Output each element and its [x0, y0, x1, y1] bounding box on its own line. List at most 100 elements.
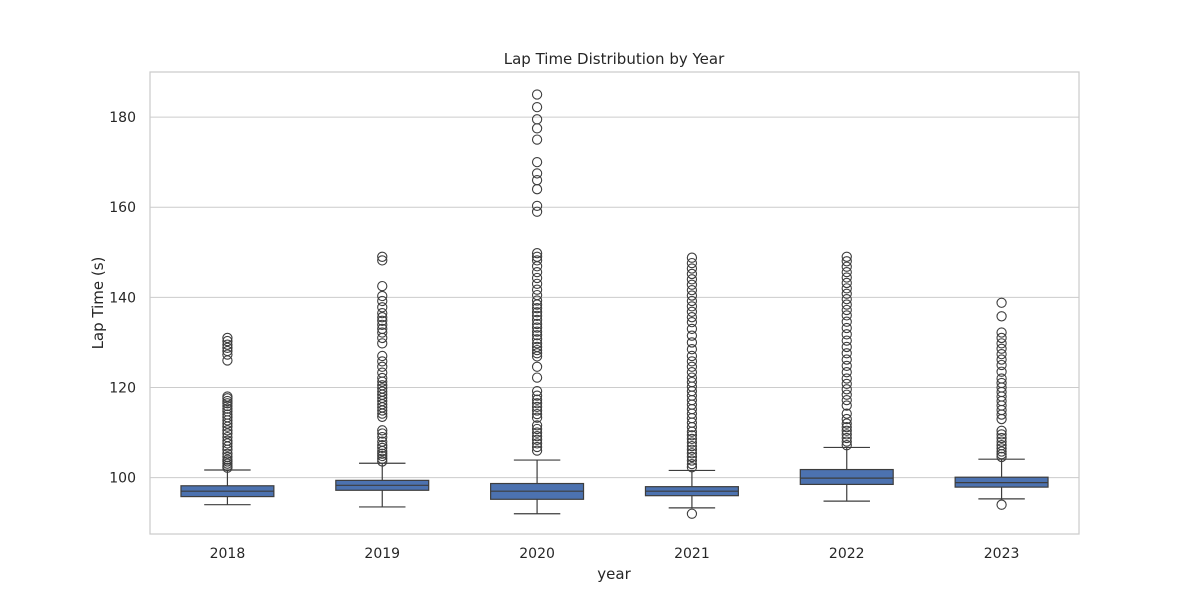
outlier-point — [222, 451, 233, 463]
outlier-point — [531, 307, 543, 318]
outlier-point — [531, 427, 543, 438]
outlier-point — [531, 156, 543, 168]
outlier-point — [531, 330, 543, 341]
outlier-point — [996, 432, 1007, 444]
outlier-point — [996, 338, 1007, 349]
outlier-point — [531, 272, 543, 284]
outlier-point — [686, 440, 698, 452]
outlier-point — [686, 508, 698, 519]
outlier-point — [531, 405, 543, 416]
outlier-point — [222, 438, 233, 449]
outlier-point — [686, 448, 698, 459]
outlier-point — [996, 311, 1007, 322]
outlier-point — [996, 429, 1007, 440]
outlier-point — [377, 448, 388, 459]
outlier-point — [841, 348, 852, 359]
outlier-point — [531, 114, 543, 125]
outlier-point — [841, 354, 852, 365]
outlier-point — [841, 389, 852, 400]
box-2023 — [954, 297, 1049, 510]
outlier-point — [841, 266, 852, 278]
outlier-point — [377, 440, 388, 451]
outlier-point — [222, 406, 233, 417]
outlier-point — [686, 350, 698, 362]
outlier-point — [996, 499, 1007, 510]
outlier-point — [841, 418, 852, 429]
outlier-point — [686, 367, 698, 378]
outlier-point — [531, 303, 543, 314]
outlier-point — [222, 412, 233, 423]
outlier-point — [531, 408, 543, 420]
outlier-point — [841, 256, 852, 267]
y-tick-label: 100 — [109, 471, 136, 487]
outlier-point — [531, 200, 543, 212]
outlier-point — [686, 257, 698, 269]
outlier-point — [841, 304, 852, 316]
outlier-point — [222, 454, 233, 465]
outlier-point — [377, 295, 388, 307]
outlier-point — [222, 425, 233, 436]
outlier-point — [531, 102, 543, 113]
outlier-point — [841, 322, 852, 334]
x-axis-label: year — [597, 565, 631, 583]
outlier-point — [686, 279, 698, 290]
outlier-point — [222, 431, 233, 443]
outlier-point — [377, 290, 388, 302]
outlier-point — [686, 306, 698, 317]
plot-frame — [149, 71, 1080, 535]
outlier-point — [841, 440, 852, 451]
outlier-point — [841, 422, 852, 433]
outlier-point — [377, 356, 388, 367]
outlier-point — [222, 345, 233, 357]
outlier-point — [222, 409, 233, 420]
outlier-point — [686, 252, 698, 263]
outlier-point — [686, 268, 698, 280]
outlier-point — [377, 251, 388, 262]
outlier-point — [531, 134, 543, 145]
outlier-point — [531, 344, 543, 356]
y-tick-label: 140 — [109, 290, 136, 306]
outlier-point — [996, 451, 1007, 463]
outlier-point — [377, 350, 388, 362]
box-2018 — [180, 332, 275, 506]
outlier-point — [377, 312, 388, 323]
outlier-point — [377, 456, 388, 467]
outlier-point — [841, 329, 852, 340]
outlier-point — [531, 184, 543, 195]
outlier-point — [841, 367, 852, 378]
outlier-point — [531, 423, 543, 435]
outlier-point — [996, 332, 1007, 344]
y-tick-label: 160 — [109, 200, 136, 216]
outlier-point — [531, 284, 543, 295]
outlier-point — [841, 341, 852, 353]
outlier-point — [996, 377, 1007, 389]
outlier-point — [377, 386, 388, 397]
x-tick-label: 2018 — [210, 546, 246, 562]
outlier-point — [531, 322, 543, 333]
outlier-point — [377, 327, 388, 338]
outlier-point — [841, 400, 852, 411]
chart-title: Lap Time Distribution by Year — [504, 50, 725, 68]
outlier-point — [531, 314, 543, 326]
outlier-point — [222, 342, 233, 353]
outlier-point — [841, 283, 852, 294]
outlier-point — [531, 394, 543, 405]
iqr-box — [799, 468, 894, 486]
x-tick-label: 2023 — [984, 546, 1020, 562]
outlier-point — [531, 278, 543, 289]
outlier-point — [996, 349, 1007, 360]
outlier-point — [222, 349, 233, 360]
outlier-point — [686, 372, 698, 383]
outlier-point — [841, 335, 852, 346]
outlier-point — [841, 425, 852, 436]
outlier-point — [531, 441, 543, 453]
outlier-point — [377, 436, 388, 447]
outlier-point — [222, 403, 233, 414]
outlier-point — [841, 373, 852, 384]
outlier-point — [686, 312, 698, 323]
outlier-point — [686, 356, 698, 367]
outlier-point — [841, 251, 852, 262]
outlier-point — [377, 431, 388, 443]
outlier-point — [531, 266, 543, 278]
outlier-point — [531, 123, 543, 134]
